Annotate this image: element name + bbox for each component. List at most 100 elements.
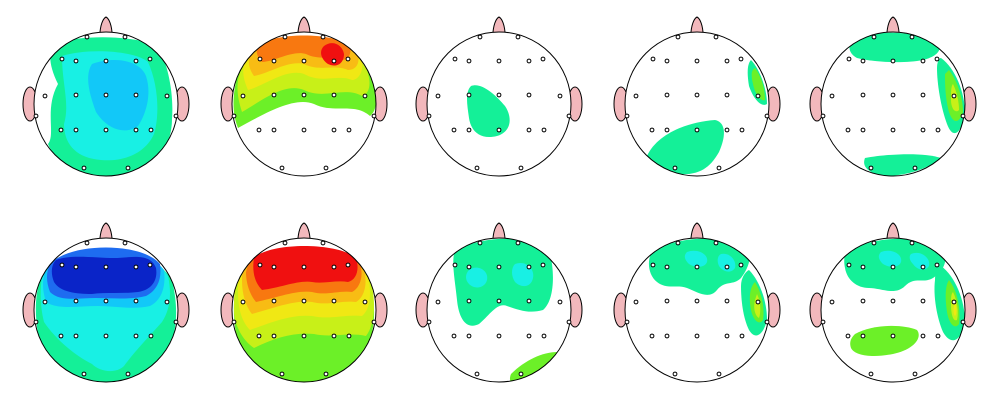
electrode-marker	[951, 93, 957, 99]
electrode-marker	[271, 264, 277, 270]
electrode-marker	[724, 298, 730, 304]
electrode-marker	[331, 127, 337, 133]
electrode-marker	[960, 319, 966, 325]
electrode-marker	[845, 127, 851, 133]
electrode-marker	[331, 333, 337, 339]
electrode-marker	[633, 299, 639, 305]
electrode-marker	[466, 264, 472, 270]
electrode-marker	[912, 165, 918, 171]
electrode-marker	[526, 333, 532, 339]
electrode-marker	[664, 58, 670, 64]
electrode-marker	[279, 165, 285, 171]
electrode-marker	[73, 333, 79, 339]
electrode-marker	[890, 298, 896, 304]
electrode-marker	[452, 56, 458, 62]
electrode-marker	[320, 240, 326, 246]
electrode-marker	[650, 56, 656, 62]
electrode-marker	[557, 299, 563, 305]
contour-region-mint	[849, 32, 940, 63]
head-outline	[426, 237, 572, 383]
electrode-marker	[755, 93, 761, 99]
electrode-marker	[477, 34, 483, 40]
electrode-marker	[466, 333, 472, 339]
electrode-marker	[526, 298, 532, 304]
electrode-marker	[566, 319, 572, 325]
electrode-marker	[84, 34, 90, 40]
electrode-marker	[716, 371, 722, 377]
electrode-marker	[81, 371, 87, 377]
electrode-marker	[764, 113, 770, 119]
contour-region-dark-blue	[51, 256, 157, 294]
map-row2-col4	[613, 222, 781, 383]
head-outline	[820, 31, 966, 177]
head-fill	[821, 32, 965, 176]
electrode-marker	[675, 240, 681, 246]
electrode-marker	[496, 92, 502, 98]
electrode-marker	[675, 34, 681, 40]
contour-region-mint	[647, 120, 724, 175]
head-outline	[231, 31, 377, 177]
electrode-marker	[133, 298, 139, 304]
electrode-marker	[909, 34, 915, 40]
electrode-marker	[103, 264, 109, 270]
contour-region-mint	[864, 154, 941, 176]
electrode-marker	[664, 333, 670, 339]
electrode-marker	[890, 92, 896, 98]
electrode-marker	[694, 58, 700, 64]
electrode-marker	[331, 58, 337, 64]
electrode-marker	[73, 264, 79, 270]
electrode-marker	[566, 113, 572, 119]
electrode-marker	[541, 333, 547, 339]
electrode-marker	[860, 264, 866, 270]
head-outline	[231, 237, 377, 383]
electrode-marker	[909, 240, 915, 246]
electrode-marker	[59, 262, 65, 268]
electrode-marker	[633, 93, 639, 99]
electrode-marker	[871, 240, 877, 246]
electrode-marker	[920, 127, 926, 133]
nose	[297, 222, 311, 239]
electrode-marker	[860, 333, 866, 339]
electrode-marker	[81, 165, 87, 171]
electrode-marker	[103, 298, 109, 304]
electrode-marker	[868, 165, 874, 171]
electrode-marker	[271, 333, 277, 339]
electrode-marker	[301, 333, 307, 339]
head-outline	[624, 237, 770, 383]
head-outline	[820, 237, 966, 383]
electrode-marker	[331, 92, 337, 98]
electrode-marker	[282, 34, 288, 40]
electrode-marker	[935, 333, 941, 339]
electrode-marker	[301, 127, 307, 133]
electrode-marker	[466, 92, 472, 98]
electrode-marker	[724, 92, 730, 98]
electrode-marker	[173, 113, 179, 119]
electrode-marker	[496, 333, 502, 339]
electrode-marker	[271, 127, 277, 133]
electrode-marker	[466, 298, 472, 304]
electrode-marker	[33, 319, 39, 325]
electrode-marker	[890, 333, 896, 339]
electrode-marker	[820, 319, 826, 325]
electrode-marker	[935, 127, 941, 133]
electrode-marker	[515, 240, 521, 246]
map-row1-col3	[415, 16, 583, 177]
contour-region-cyan	[684, 250, 708, 267]
electrode-marker	[133, 58, 139, 64]
electrode-marker	[920, 264, 926, 270]
nose	[690, 16, 704, 33]
contour-regions	[48, 37, 173, 176]
electrode-marker	[256, 127, 262, 133]
electrode-marker	[133, 333, 139, 339]
map-row2-col2	[220, 222, 388, 383]
electrode-marker	[890, 264, 896, 270]
electrode-marker	[323, 371, 329, 377]
electrode-marker	[73, 92, 79, 98]
head-outline	[426, 31, 572, 177]
electrode-marker	[103, 127, 109, 133]
head-outline	[33, 31, 179, 177]
electrode-marker	[451, 127, 457, 133]
electrode-marker	[624, 319, 630, 325]
electrode-marker	[650, 262, 656, 268]
electrode-marker	[452, 262, 458, 268]
